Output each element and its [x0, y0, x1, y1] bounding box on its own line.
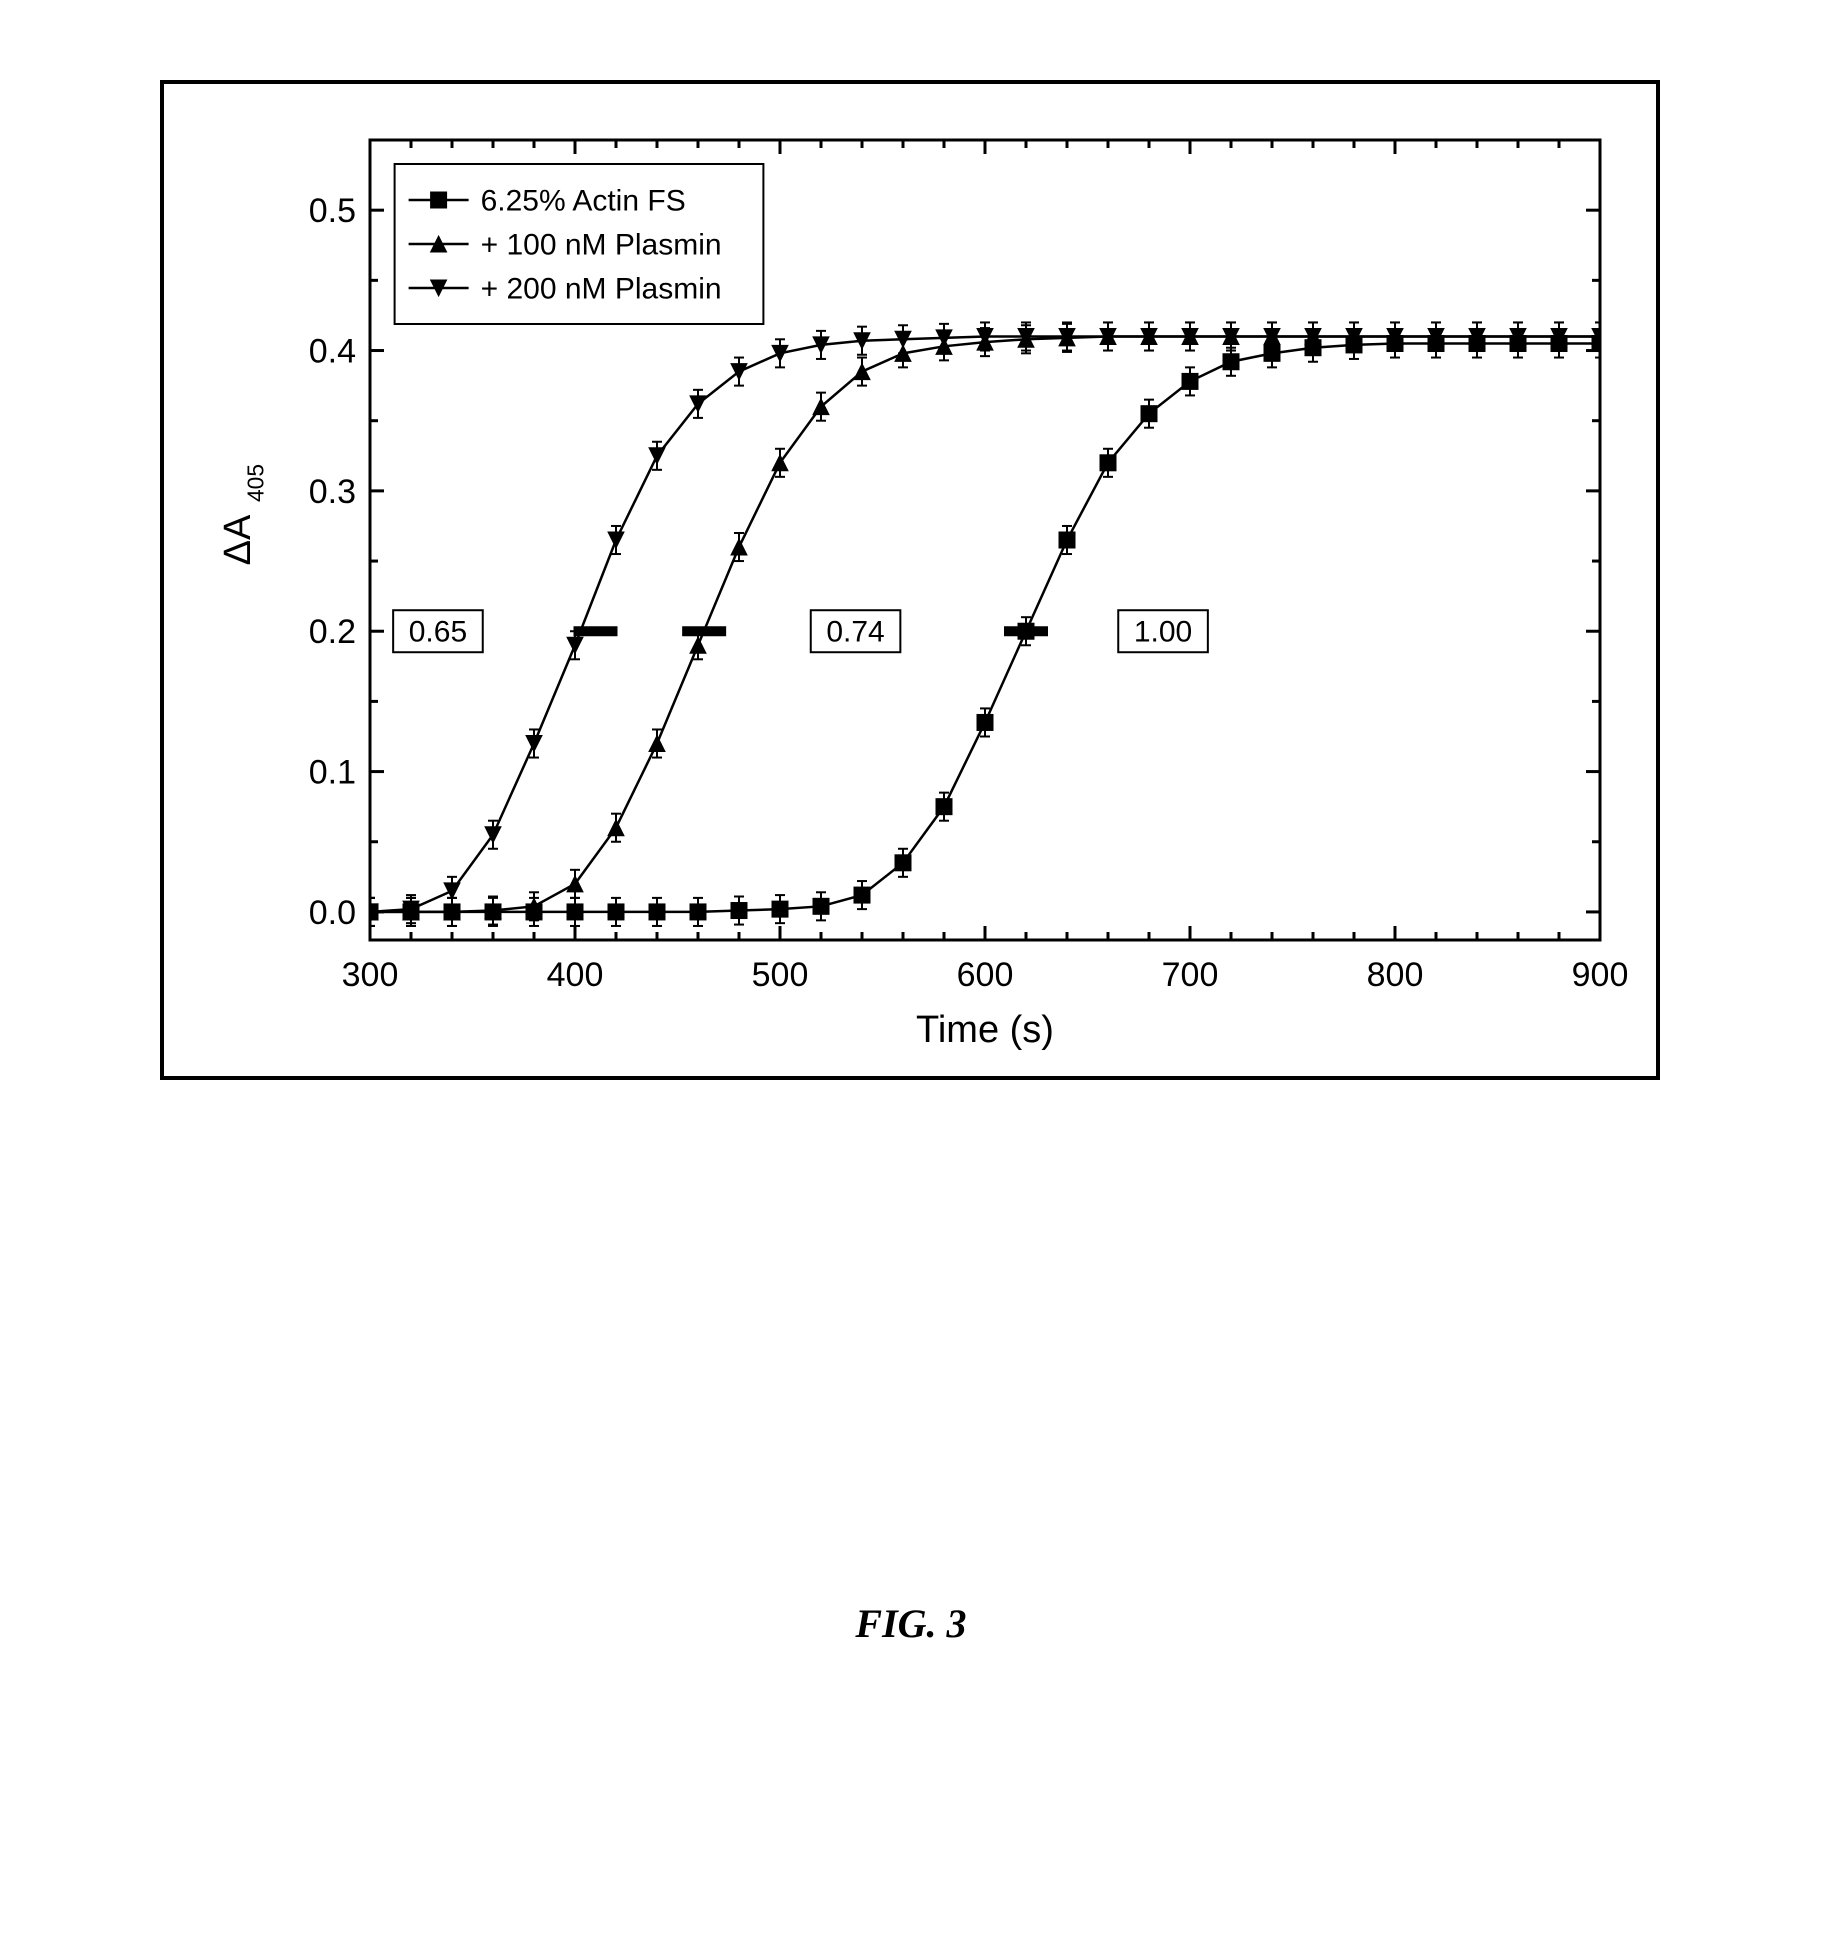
x-axis-label: Time (s) [916, 1009, 1054, 1051]
y-tick-label: 0.3 [309, 473, 356, 511]
chart-svg: 300 400 500 600 700 800 900 Time (s) 0.0 0.1 0.2 0.… [160, 80, 1660, 1080]
x-tick-label: 800 [1367, 956, 1424, 994]
legend-label: + 100 nM Plasmin [481, 229, 722, 262]
y-axis-label: ΔA [217, 514, 259, 565]
y-tick-label: 0.1 [309, 753, 356, 791]
figure-caption: FIG. 3 [0, 1600, 1822, 1647]
x-tick-label: 300 [342, 956, 399, 994]
y-tick-label: 0.0 [309, 894, 356, 932]
legend-label: 6.25% Actin FS [481, 185, 686, 218]
y-axis-label-subscript: 405 [242, 464, 268, 502]
annotation-label: 1.00 [1134, 616, 1192, 649]
y-tick-label: 0.2 [309, 613, 356, 651]
x-tick-label: 500 [752, 956, 809, 994]
y-tick-label: 0.5 [309, 192, 356, 230]
chart-container: 300 400 500 600 700 800 900 Time (s) 0.0 0.1 0.2 0.… [160, 80, 1660, 1085]
x-tick-label: 600 [957, 956, 1014, 994]
page: 300 400 500 600 700 800 900 Time (s) 0.0 0.1 0.2 0.… [0, 0, 1822, 1956]
annotation-label: 0.65 [409, 616, 467, 649]
x-tick-label: 400 [547, 956, 604, 994]
x-tick-label: 700 [1162, 956, 1219, 994]
x-tick-label: 900 [1572, 956, 1629, 994]
y-tick-label: 0.4 [309, 332, 356, 370]
annotation-label: 0.74 [826, 616, 884, 649]
legend-label: + 200 nM Plasmin [481, 273, 722, 306]
